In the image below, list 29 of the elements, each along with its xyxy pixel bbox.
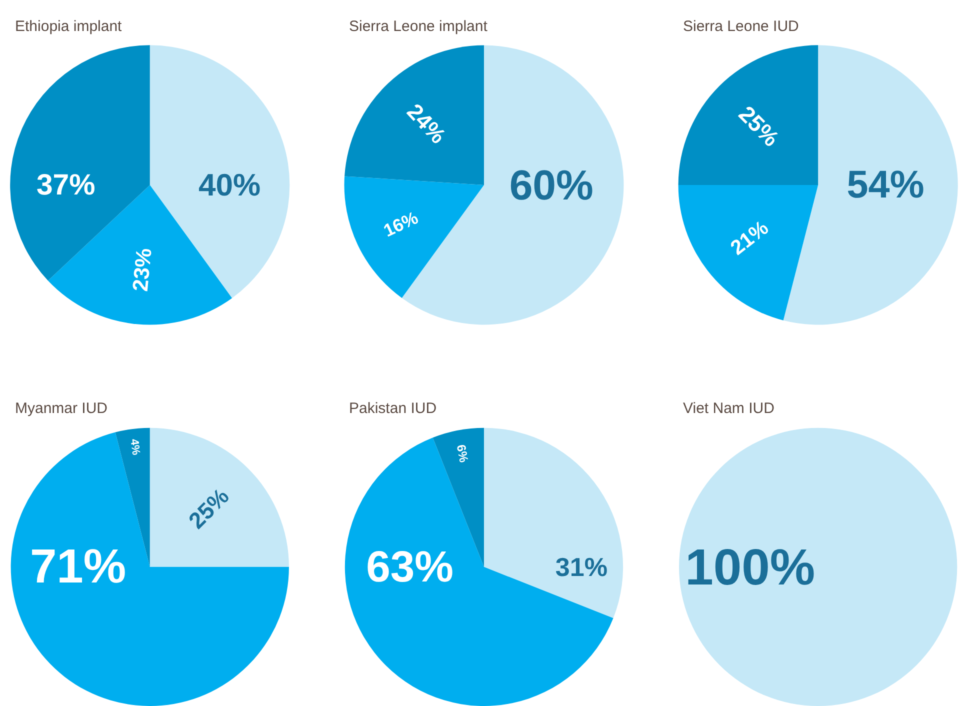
pie-slice	[678, 45, 818, 185]
pie-slice	[678, 184, 818, 320]
pie-slice	[345, 438, 614, 706]
pie-slice	[783, 45, 958, 325]
chart-title: Sierra Leone IUD	[683, 18, 800, 35]
chart-title: Myanmar IUD	[15, 400, 108, 417]
data-label: 54%	[846, 163, 924, 206]
chart-title: Viet Nam IUD	[683, 400, 775, 417]
data-label: 60%	[509, 161, 594, 208]
data-label: 40%	[198, 167, 261, 202]
pie-slice	[10, 432, 289, 706]
data-label: 4%	[128, 438, 142, 456]
pie-slice	[344, 45, 484, 185]
pie-slice	[484, 428, 624, 618]
pie-slice	[150, 45, 290, 298]
pie-slice	[344, 176, 484, 298]
data-label: 31%	[555, 552, 608, 582]
data-label: 16%	[380, 207, 422, 241]
data-label: 21%	[726, 216, 773, 260]
data-label: 71%	[30, 540, 126, 594]
data-label: 6%	[454, 443, 471, 464]
chart-title: Pakistan IUD	[349, 400, 437, 417]
data-label: 63%	[366, 542, 454, 592]
chart-title: Ethiopia implant	[15, 18, 123, 35]
data-label: 23%	[127, 247, 156, 293]
pie-slice	[150, 428, 289, 567]
chart-title: Sierra Leone implant	[349, 18, 488, 35]
data-label: 37%	[36, 168, 96, 202]
data-label: 100%	[685, 538, 816, 596]
